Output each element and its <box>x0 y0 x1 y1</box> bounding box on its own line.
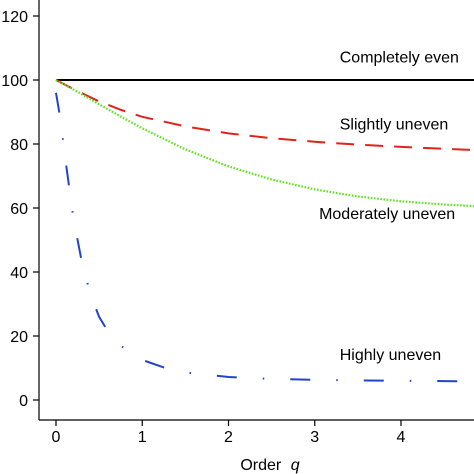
x-tick-label: 2 <box>224 429 233 446</box>
series-line-slightly-uneven <box>55 79 474 152</box>
x-axis-label: Order q <box>240 457 299 474</box>
series-line-moderately-uneven <box>55 79 474 208</box>
x-tick-label: 3 <box>310 429 319 446</box>
x-tick-label: 4 <box>397 429 406 446</box>
series-label: Slightly uneven <box>340 117 449 134</box>
x-tick-label: 1 <box>138 429 147 446</box>
series-label: Moderately uneven <box>319 206 455 223</box>
y-tick-label: 120 <box>1 9 28 26</box>
series-line-highly-uneven <box>55 92 474 383</box>
y-tick-label: 40 <box>10 265 28 282</box>
series-lines <box>55 79 474 383</box>
series-labels: Completely even Slightly uneven Moderately… <box>319 49 459 364</box>
y-tick-label: 0 <box>19 393 28 410</box>
x-axis-label-text: Order <box>240 457 282 474</box>
x-tick-label: 0 <box>52 429 61 446</box>
x-axis-label-variable: q <box>291 457 300 474</box>
series-label: Highly uneven <box>340 347 441 364</box>
y-tick-label: 60 <box>10 201 28 218</box>
series-label: Completely even <box>340 49 459 66</box>
y-tick-label: 100 <box>1 73 28 90</box>
tick-labels: 0 20 40 60 80 100 120 0 1 2 3 4 <box>1 9 405 446</box>
y-tick-label: 80 <box>10 137 28 154</box>
y-tick-label: 20 <box>10 329 28 346</box>
